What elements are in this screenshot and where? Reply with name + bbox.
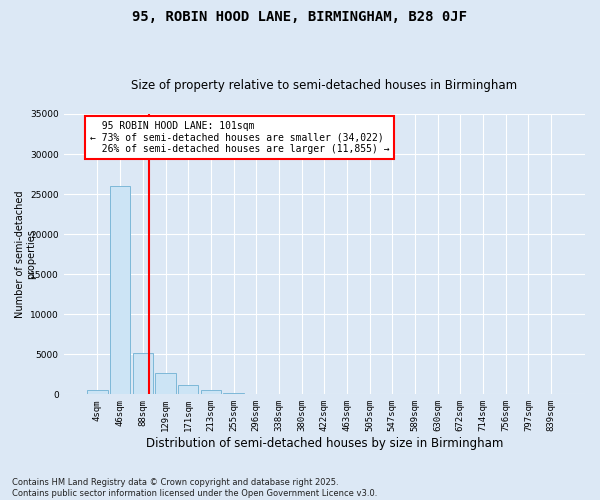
Text: 95 ROBIN HOOD LANE: 101sqm
← 73% of semi-detached houses are smaller (34,022)
  : 95 ROBIN HOOD LANE: 101sqm ← 73% of semi…	[89, 121, 389, 154]
Title: Size of property relative to semi-detached houses in Birmingham: Size of property relative to semi-detach…	[131, 79, 517, 92]
X-axis label: Distribution of semi-detached houses by size in Birmingham: Distribution of semi-detached houses by …	[146, 437, 503, 450]
Text: 95, ROBIN HOOD LANE, BIRMINGHAM, B28 0JF: 95, ROBIN HOOD LANE, BIRMINGHAM, B28 0JF	[133, 10, 467, 24]
Y-axis label: Number of semi-detached
properties: Number of semi-detached properties	[15, 190, 37, 318]
Bar	[223, 392, 244, 394]
Bar	[87, 390, 107, 394]
Bar	[110, 186, 130, 394]
Text: Contains HM Land Registry data © Crown copyright and database right 2025.
Contai: Contains HM Land Registry data © Crown c…	[12, 478, 377, 498]
Bar	[155, 372, 176, 394]
Bar	[178, 384, 199, 394]
Bar	[200, 390, 221, 394]
Bar	[133, 354, 153, 395]
